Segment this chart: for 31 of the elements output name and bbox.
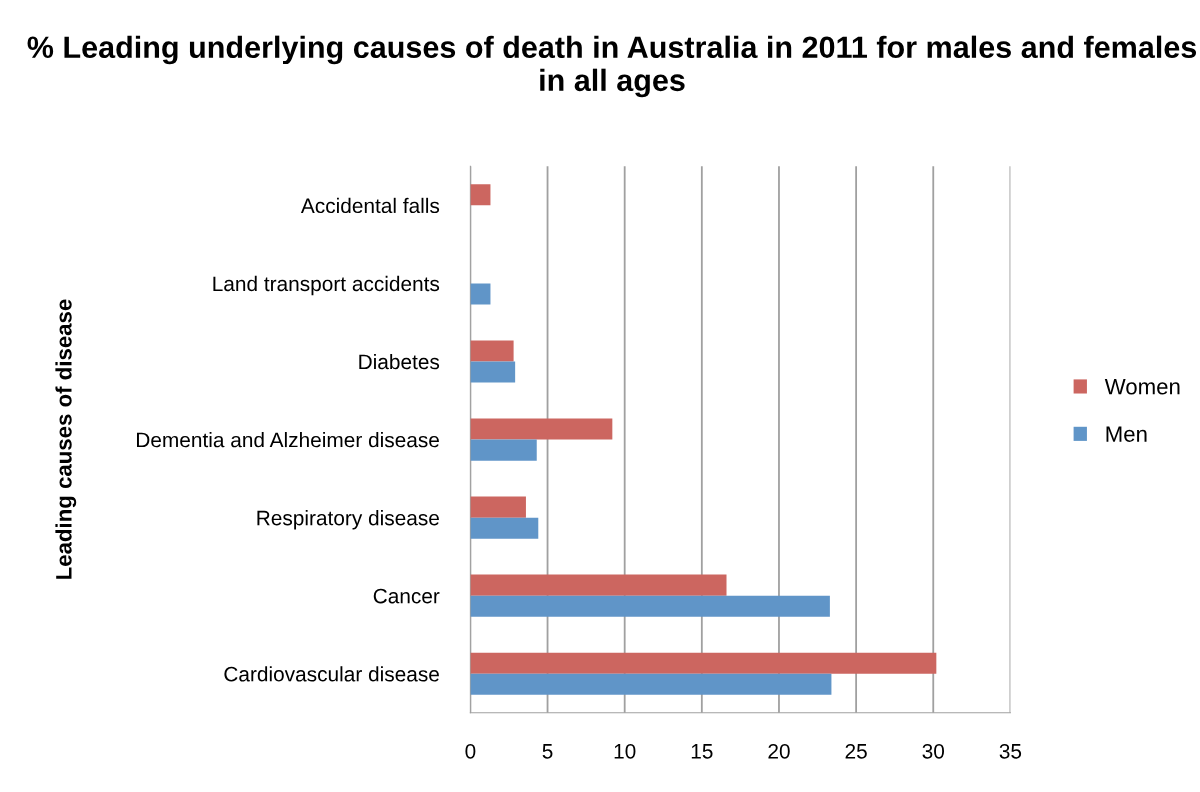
y-tick-label: Accidental falls [300, 197, 440, 214]
bar [470, 418, 613, 440]
x-tick-label: 15 [691, 744, 713, 759]
bar [470, 517, 539, 539]
bar [470, 595, 830, 617]
x-tick-label: 0 [465, 743, 476, 759]
legend-label: Men [1106, 426, 1147, 442]
legend-label: Women [1104, 379, 1180, 395]
x-tick-label: 35 [999, 743, 1022, 759]
bar [470, 496, 526, 518]
y-tick-label: Respiratory disease [257, 510, 439, 530]
x-tick-label: 30 [922, 743, 945, 759]
bar [470, 673, 832, 695]
y-axis-title: Leading causes of disease [55, 299, 77, 579]
x-tick-label: 25 [845, 743, 867, 759]
bar [470, 361, 516, 383]
y-tick-label: Land transport accidents [213, 275, 440, 296]
x-tick-label: 5 [542, 744, 553, 759]
bar [470, 340, 514, 362]
bar [470, 574, 727, 596]
y-tick-label: Diabetes [359, 353, 440, 370]
bar [470, 184, 491, 206]
y-tick-label: Dementia and Alzheimer disease [137, 432, 439, 448]
chart-title: % Leading underlying causes of death in Australia in 2011 for males and females in all ages [27, 35, 1197, 98]
bar [470, 652, 937, 674]
x-tick-label: 10 [614, 743, 636, 759]
y-tick-label: Cardiovascular disease [224, 666, 439, 682]
bar [470, 283, 491, 305]
bar [470, 439, 537, 461]
x-tick-label: 20 [768, 743, 790, 759]
y-tick-label: Cancer [373, 588, 440, 604]
